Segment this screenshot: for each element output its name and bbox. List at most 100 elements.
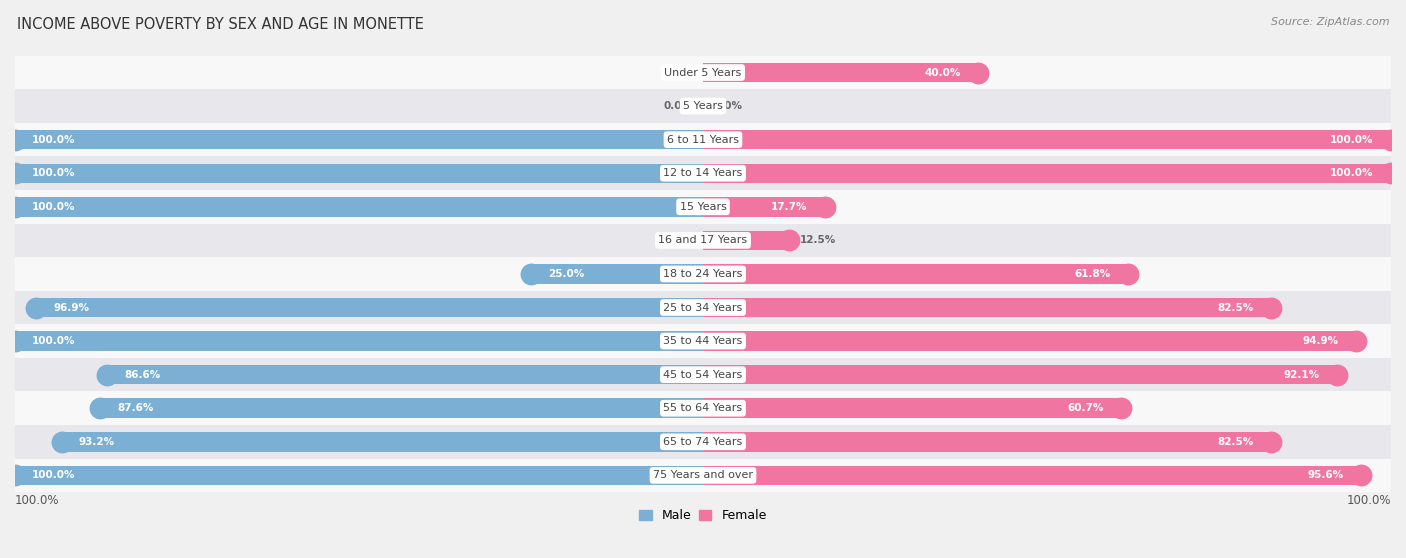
- Text: 100.0%: 100.0%: [32, 202, 76, 212]
- Bar: [15, 130, 703, 150]
- Bar: [703, 432, 1271, 451]
- Bar: [100, 398, 703, 418]
- Bar: [15, 392, 1391, 425]
- Text: 100.0%: 100.0%: [32, 134, 76, 145]
- Bar: [15, 465, 703, 485]
- Bar: [15, 197, 703, 217]
- Bar: [15, 358, 1391, 392]
- Text: 100.0%: 100.0%: [1330, 169, 1374, 178]
- Point: [520, 270, 543, 278]
- Text: 86.6%: 86.6%: [124, 369, 160, 379]
- Text: 75 Years and over: 75 Years and over: [652, 470, 754, 480]
- Text: 35 to 44 Years: 35 to 44 Years: [664, 336, 742, 346]
- Bar: [703, 465, 1361, 485]
- Bar: [15, 89, 1391, 123]
- Point: [96, 370, 118, 379]
- Point: [1350, 471, 1372, 480]
- Bar: [703, 163, 1391, 183]
- Text: 25.0%: 25.0%: [548, 269, 585, 279]
- Text: 5 Years: 5 Years: [683, 101, 723, 111]
- Text: 82.5%: 82.5%: [1218, 302, 1253, 312]
- Point: [1344, 336, 1367, 345]
- Text: 100.0%: 100.0%: [1347, 494, 1391, 507]
- Bar: [15, 224, 1391, 257]
- Bar: [15, 257, 1391, 291]
- Text: Source: ZipAtlas.com: Source: ZipAtlas.com: [1271, 17, 1389, 27]
- Text: 15 Years: 15 Years: [679, 202, 727, 212]
- Text: 40.0%: 40.0%: [925, 68, 960, 78]
- Bar: [15, 331, 703, 351]
- Point: [89, 404, 111, 413]
- Text: 100.0%: 100.0%: [15, 494, 59, 507]
- Point: [4, 203, 27, 211]
- Point: [4, 336, 27, 345]
- Bar: [703, 365, 1337, 384]
- Bar: [15, 324, 1391, 358]
- Text: 0.0%: 0.0%: [664, 101, 693, 111]
- Bar: [703, 130, 1391, 150]
- Bar: [703, 197, 825, 217]
- Bar: [703, 264, 1128, 283]
- Point: [25, 303, 48, 312]
- Bar: [107, 365, 703, 384]
- Text: 17.7%: 17.7%: [770, 202, 807, 212]
- Text: INCOME ABOVE POVERTY BY SEX AND AGE IN MONETTE: INCOME ABOVE POVERTY BY SEX AND AGE IN M…: [17, 17, 423, 32]
- Text: 100.0%: 100.0%: [32, 470, 76, 480]
- Text: 93.2%: 93.2%: [79, 437, 115, 447]
- Text: Under 5 Years: Under 5 Years: [665, 68, 741, 78]
- Text: 100.0%: 100.0%: [1330, 134, 1374, 145]
- Text: 95.6%: 95.6%: [1308, 470, 1344, 480]
- Bar: [703, 63, 979, 82]
- Bar: [15, 190, 1391, 224]
- Point: [51, 437, 73, 446]
- Bar: [703, 230, 789, 250]
- Bar: [15, 123, 1391, 156]
- Bar: [15, 425, 1391, 459]
- Text: 45 to 54 Years: 45 to 54 Years: [664, 369, 742, 379]
- Bar: [15, 291, 1391, 324]
- Text: 87.6%: 87.6%: [118, 403, 153, 413]
- Point: [967, 68, 990, 77]
- Text: 0.0%: 0.0%: [664, 68, 693, 78]
- Point: [4, 169, 27, 177]
- Point: [1379, 169, 1402, 177]
- Text: 55 to 64 Years: 55 to 64 Years: [664, 403, 742, 413]
- Text: 18 to 24 Years: 18 to 24 Years: [664, 269, 742, 279]
- Point: [814, 203, 837, 211]
- Text: 6 to 11 Years: 6 to 11 Years: [666, 134, 740, 145]
- Bar: [15, 459, 1391, 492]
- Text: 65 to 74 Years: 65 to 74 Years: [664, 437, 742, 447]
- Point: [1379, 135, 1402, 144]
- Bar: [15, 156, 1391, 190]
- Bar: [531, 264, 703, 283]
- Text: 12 to 14 Years: 12 to 14 Years: [664, 169, 742, 178]
- Text: 0.0%: 0.0%: [713, 101, 742, 111]
- Bar: [15, 163, 703, 183]
- Point: [1116, 270, 1139, 278]
- Text: 100.0%: 100.0%: [32, 336, 76, 346]
- Point: [778, 236, 800, 245]
- Point: [4, 471, 27, 480]
- Text: 12.5%: 12.5%: [800, 235, 835, 246]
- Bar: [703, 298, 1271, 318]
- Legend: Male, Female: Male, Female: [634, 504, 772, 527]
- Text: 16 and 17 Years: 16 and 17 Years: [658, 235, 748, 246]
- Bar: [703, 331, 1355, 351]
- Text: 96.9%: 96.9%: [53, 302, 90, 312]
- Bar: [15, 56, 1391, 89]
- Point: [1326, 370, 1348, 379]
- Text: 60.7%: 60.7%: [1067, 403, 1104, 413]
- Text: 92.1%: 92.1%: [1284, 369, 1319, 379]
- Point: [4, 135, 27, 144]
- Bar: [62, 432, 703, 451]
- Text: 25 to 34 Years: 25 to 34 Years: [664, 302, 742, 312]
- Bar: [703, 398, 1121, 418]
- Text: 0.0%: 0.0%: [664, 235, 693, 246]
- Text: 100.0%: 100.0%: [32, 169, 76, 178]
- Point: [1260, 437, 1282, 446]
- Text: 82.5%: 82.5%: [1218, 437, 1253, 447]
- Bar: [37, 298, 703, 318]
- Point: [1260, 303, 1282, 312]
- Point: [1109, 404, 1132, 413]
- Text: 94.9%: 94.9%: [1302, 336, 1339, 346]
